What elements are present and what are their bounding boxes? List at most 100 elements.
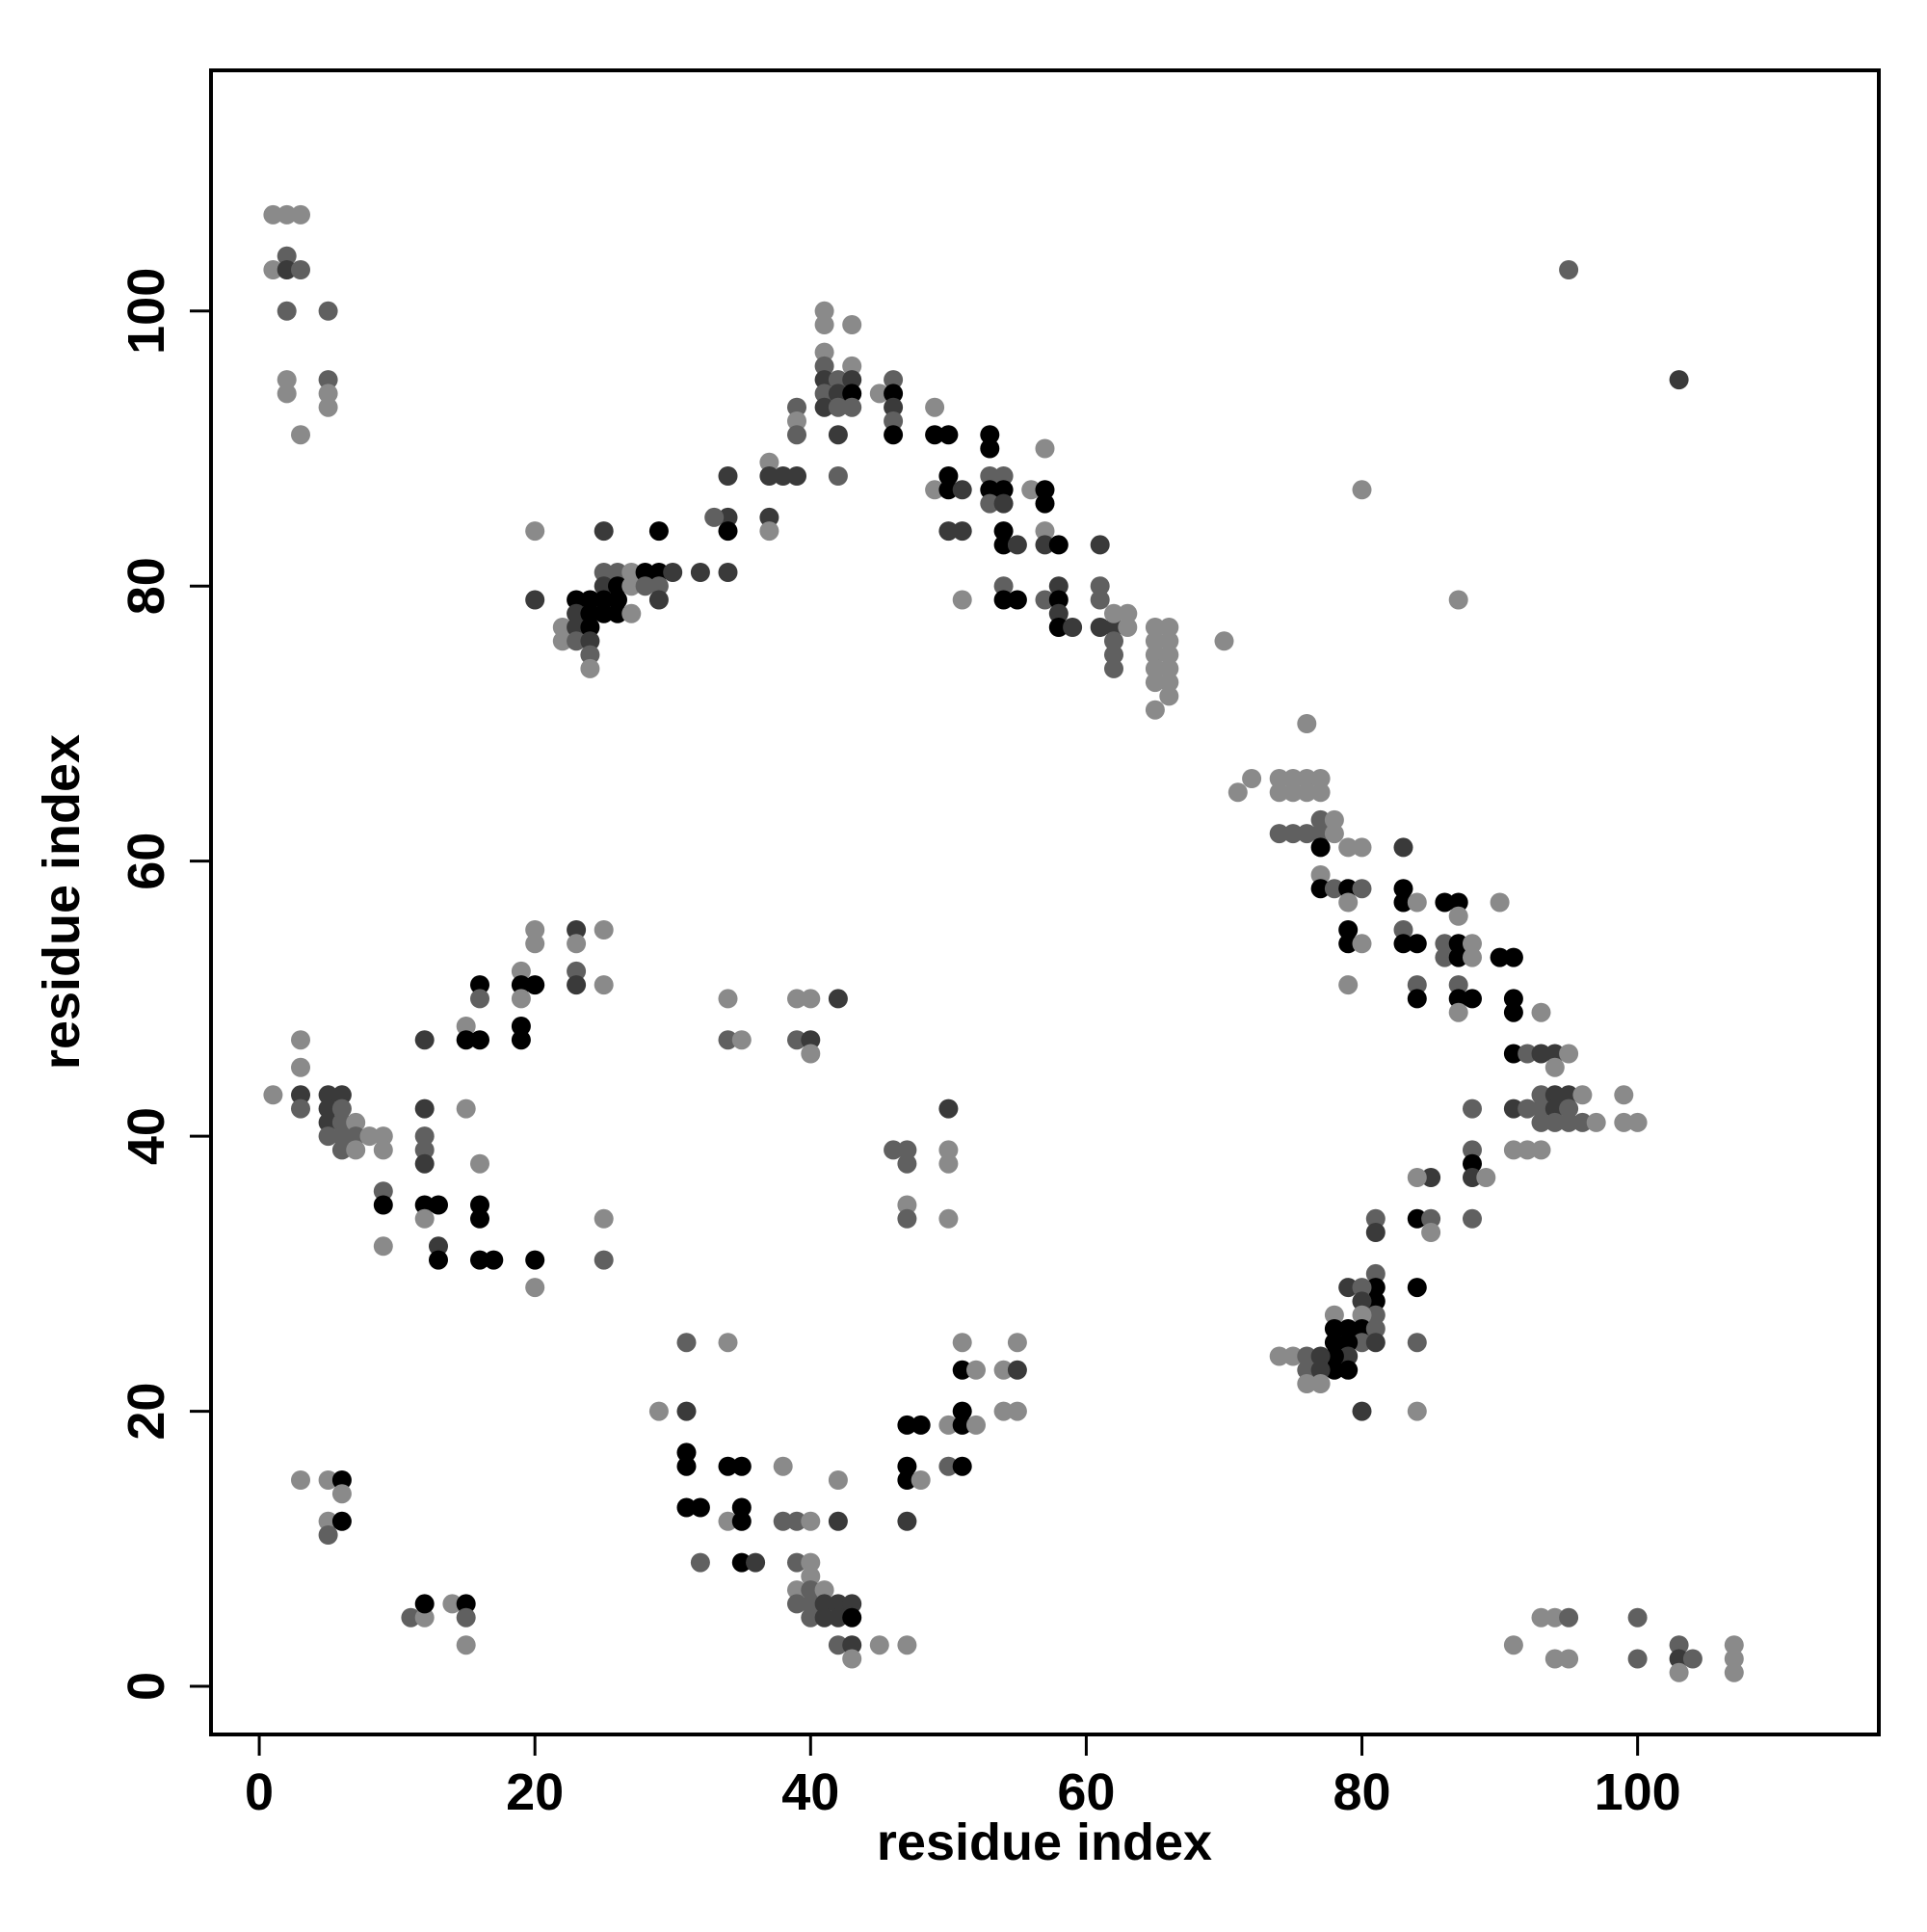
data-point: [1559, 1044, 1579, 1064]
data-point: [580, 590, 600, 610]
data-point: [567, 961, 587, 981]
data-point: [1490, 892, 1510, 913]
data-point: [897, 1511, 917, 1531]
data-point: [1669, 1662, 1689, 1682]
data-point: [980, 466, 1000, 486]
y-tick-label: 20: [118, 1383, 175, 1441]
data-point: [470, 1195, 489, 1215]
data-point: [842, 384, 862, 404]
data-point: [814, 356, 834, 376]
data-point: [1421, 1223, 1441, 1242]
data-point: [1035, 480, 1055, 500]
data-point: [1048, 535, 1069, 555]
data-point: [318, 1098, 338, 1119]
data-point: [1035, 521, 1055, 542]
data-point: [1352, 934, 1372, 954]
data-point: [676, 1442, 697, 1463]
data-point: [676, 1401, 697, 1421]
data-point: [291, 204, 310, 225]
data-point: [1338, 920, 1359, 940]
data-point: [993, 576, 1014, 596]
data-point: [1627, 1112, 1648, 1132]
data-point: [1365, 1319, 1386, 1338]
data-point: [842, 397, 862, 417]
data-point: [1407, 975, 1427, 995]
data-point: [897, 1208, 917, 1229]
data-point: [897, 1195, 917, 1215]
data-point: [911, 1415, 931, 1435]
x-axis-label: residue index: [877, 1813, 1212, 1871]
data-point: [1559, 1649, 1579, 1669]
data-point: [1559, 1112, 1579, 1132]
data-point: [621, 576, 642, 596]
data-point: [580, 603, 600, 623]
data-point: [608, 576, 627, 596]
data-point: [1559, 1098, 1579, 1119]
data-point: [1035, 438, 1055, 459]
data-point: [1435, 892, 1455, 913]
data-point: [718, 1456, 738, 1476]
data-point: [1435, 947, 1455, 967]
data-point: [291, 1098, 310, 1119]
plot-frame: [209, 68, 1881, 1736]
data-point: [318, 1126, 338, 1147]
data-point: [663, 563, 683, 582]
data-point: [318, 384, 338, 404]
data-point: [1365, 1223, 1386, 1242]
data-point: [814, 370, 834, 390]
data-point: [1338, 1360, 1359, 1380]
data-point: [676, 1456, 697, 1476]
data-point: [594, 590, 614, 610]
data-point: [1324, 1360, 1344, 1380]
data-point: [1145, 645, 1165, 665]
data-point: [952, 521, 972, 542]
data-point: [414, 1208, 435, 1229]
data-point: [1048, 618, 1069, 637]
data-point: [1310, 1346, 1331, 1366]
data-point: [897, 1635, 917, 1655]
data-point: [773, 466, 793, 486]
data-point: [414, 1030, 435, 1050]
data-point: [511, 961, 531, 981]
data-point: [1048, 590, 1069, 610]
data-point: [373, 1126, 393, 1147]
data-point: [884, 384, 904, 404]
data-point: [429, 1195, 448, 1215]
data-point: [842, 1649, 862, 1669]
data-point: [318, 397, 338, 417]
data-point: [842, 1607, 862, 1628]
data-point: [759, 452, 779, 472]
data-point: [1090, 590, 1110, 610]
data-point: [828, 989, 848, 1009]
data-point: [718, 1333, 738, 1353]
data-point: [1503, 989, 1523, 1009]
data-point: [1310, 824, 1331, 844]
data-point: [1463, 1153, 1482, 1174]
data-point: [801, 1607, 821, 1628]
data-point: [1544, 1098, 1565, 1119]
data-point: [801, 1594, 821, 1614]
data-point: [594, 975, 614, 995]
data-point: [676, 1497, 697, 1518]
data-point: [759, 507, 779, 527]
data-point: [263, 260, 283, 279]
data-point: [1352, 480, 1372, 500]
data-point: [718, 1511, 738, 1531]
data-point: [828, 397, 848, 417]
data-point: [1365, 1208, 1386, 1229]
data-point: [1297, 1346, 1317, 1366]
data-point: [814, 384, 834, 404]
data-point: [952, 1360, 972, 1380]
data-point: [993, 590, 1014, 610]
data-point: [594, 603, 614, 623]
data-point: [1242, 769, 1262, 788]
data-point: [318, 1470, 338, 1490]
data-point: [1448, 906, 1468, 926]
data-point: [1021, 480, 1042, 500]
data-point: [938, 1153, 959, 1174]
data-point: [414, 1126, 435, 1147]
data-point: [331, 1484, 352, 1504]
data-point: [1324, 824, 1344, 844]
y-tick-label: 80: [118, 557, 175, 615]
data-point: [801, 1566, 821, 1586]
